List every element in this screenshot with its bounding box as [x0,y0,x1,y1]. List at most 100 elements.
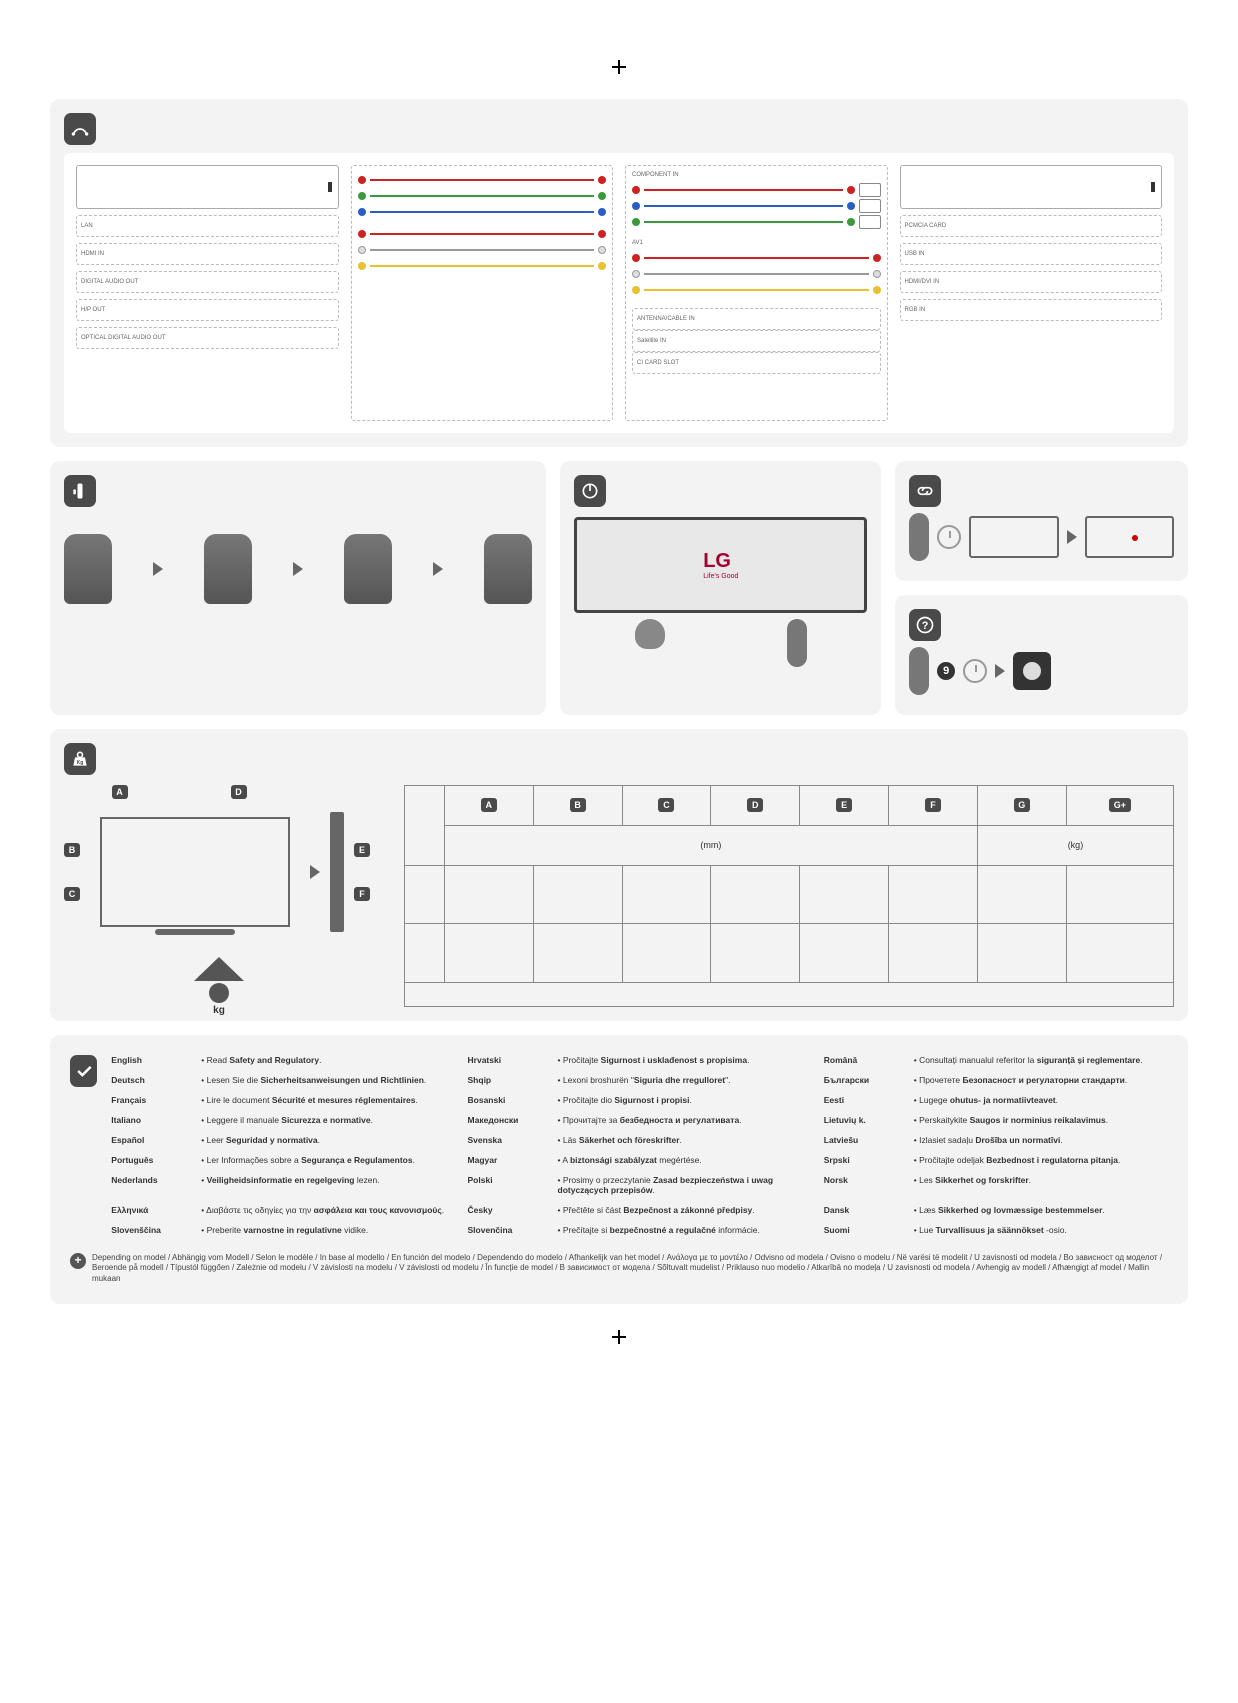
lang-name: Македонски [468,1115,546,1125]
power-on-panel: LG Life's Good [560,461,881,715]
plug-yellow [873,286,881,294]
svg-text:Kg: Kg [77,760,84,766]
cable-row [358,226,607,242]
table-row: A B C D E F G G+ [405,786,1174,826]
registration-mark-top [50,60,1188,79]
lang-text: • Pročitajte dio Sigurnost i propisi. [558,1095,812,1105]
cable-row [632,198,881,214]
lang-name: English [111,1055,189,1065]
plug-blue [358,208,366,216]
power-body: LG Life's Good [574,517,867,667]
lang-name: Română [824,1055,902,1065]
dim-letter: C [64,887,80,901]
remote-step-4 [484,534,532,604]
lang-text: • Lexoni broshurën "Siguria dhe rregullo… [558,1075,812,1085]
lang-name: Polski [468,1175,546,1185]
weight-badge-icon: Kg [64,743,96,775]
lang-text: • Lugege ohutus- ja normatiivteavet. [914,1095,1168,1105]
cable-row [632,266,881,282]
lang-name: Slovenščina [111,1225,189,1235]
pairing-panel [895,461,1188,581]
lang-name: Eesti [824,1095,902,1105]
cable-row [358,242,607,258]
cursor-dot [1132,535,1138,541]
lang-name: Deutsch [111,1075,189,1085]
plug-white [632,270,640,278]
dim-letter: F [354,887,370,901]
timer-icon [937,525,961,549]
port-box: LAN [76,215,339,237]
lang-text: • Izlasiet sadaļu Drošība un normatīvi. [914,1135,1168,1145]
plug-green [598,192,606,200]
port-label: PCMCIA CARD [905,223,947,229]
cable-row [632,182,881,198]
crosshair-icon [612,60,626,74]
dim-middle: B C E F [64,799,374,945]
cable-line [644,221,843,223]
lang-text: • Les Sikkerhet og forskrifter. [914,1175,1168,1185]
lang-text: • Lire le document Sécurité et mesures r… [201,1095,455,1105]
cable-line [370,179,595,181]
cable-icon [64,113,96,145]
port-label: DIGITAL AUDIO OUT [81,279,138,285]
arrow-icon [153,562,163,576]
plus-icon: + [70,1253,86,1269]
mini-tv [969,516,1058,558]
port-label: CI CARD SLOT [637,360,679,366]
arrow-icon [433,562,443,576]
lang-name: Dansk [824,1205,902,1215]
remote-step-1 [64,534,112,604]
remote-icon [909,513,929,561]
help-body: 9 [909,641,1174,701]
lang-text: • Lesen Sie die Sicherheitsanweisungen u… [201,1075,455,1085]
lang-text: • Læs Sikkerhed og lovmæssige bestemmels… [914,1205,1168,1215]
port-label: H/P OUT [81,307,105,313]
plug-blue [847,202,855,210]
num-badge: 9 [937,662,955,680]
cable-row [632,250,881,266]
port-box: USB IN [900,243,1163,265]
conn-col-1: LAN HDMI IN DIGITAL AUDIO OUT H/P OUT OP… [76,165,339,421]
lang-text: • Διαβάστε τις οδηγίες για την ασφάλεια … [201,1205,455,1215]
lang-text: • Prosimy o przeczytanie Zasad bezpiecze… [558,1175,812,1195]
lang-text: • A biztonsági szabályzat megértése. [558,1155,812,1165]
component-group [351,165,614,421]
port-box: HDMI IN [76,243,339,265]
power-icon [574,475,606,507]
arrow-icon [1067,530,1077,544]
remote-steps [64,529,532,609]
dim-right-col: E F [354,843,370,901]
svg-text:?: ? [922,620,929,632]
lg-brand: LG Life's Good [703,550,738,580]
unit-cell: (mm) [444,825,977,865]
table-row: (mm) (kg) [405,825,1174,865]
remote-step-2 [204,534,252,604]
port-label: LAN [81,223,93,229]
lg-tagline: Life's Good [703,573,738,580]
table-row [405,865,1174,924]
lang-name: Svenska [468,1135,546,1145]
cable-line [370,195,595,197]
footnote: + Depending on model / Abhängig vom Mode… [70,1253,1168,1284]
lang-name: Hrvatski [468,1055,546,1065]
pairing-body [909,507,1174,567]
dim-letter: A [481,798,497,812]
arrow-icon [293,562,303,576]
cable-row [358,188,607,204]
plug-yellow [632,286,640,294]
lang-grid: English• Read Safety and Regulatory.Hrva… [111,1055,1168,1235]
plug-red [632,186,640,194]
remote-icon [787,619,807,667]
conn-col-4: PCMCIA CARD USB IN HDMI/DVI IN RGB IN [900,165,1163,421]
footnote-text: Depending on model / Abhängig vom Modell… [92,1253,1162,1283]
cable-line [644,273,869,275]
dim-left-col: B C [64,843,80,901]
conn-col-3: COMPONENT IN AV1 ANTENNA/CABLE IN Satell… [625,165,888,421]
lang-name: Norsk [824,1175,902,1185]
check-icon [70,1055,97,1087]
dim-letter: D [231,785,247,799]
cable-row [632,282,881,298]
lang-name: Ελληνικά [111,1205,189,1215]
port-label: HDMI/DVI IN [905,279,940,285]
lang-name: Česky [468,1205,546,1215]
